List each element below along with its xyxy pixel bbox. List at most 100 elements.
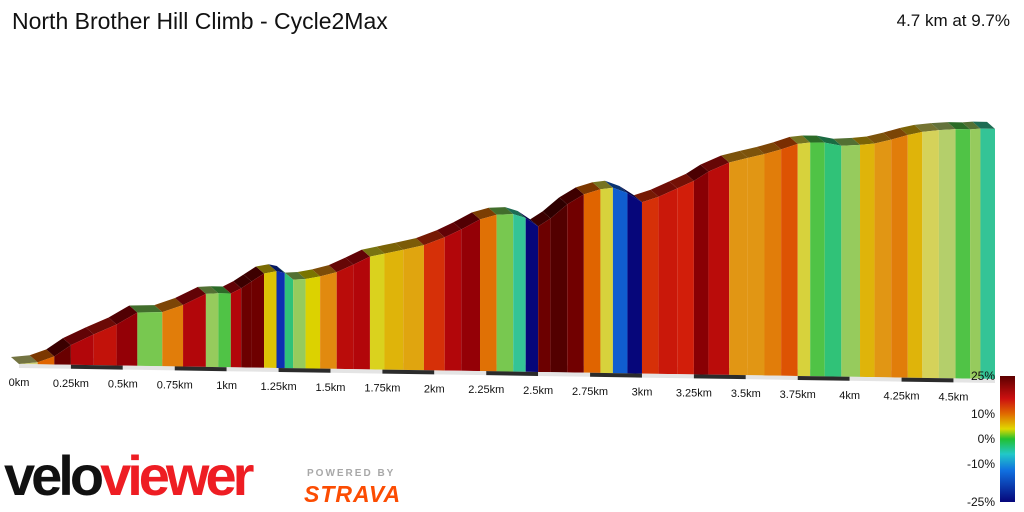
- ribbon-band: [953, 378, 995, 383]
- gradient-segment: [137, 312, 163, 367]
- top-segment: [154, 298, 184, 313]
- profile-top-surface: [11, 121, 995, 364]
- distance-ribbon: [19, 364, 995, 383]
- gradient-segment: [218, 293, 231, 368]
- gradient-segment: [496, 214, 514, 372]
- top-segment: [472, 207, 497, 220]
- top-segment: [517, 211, 539, 227]
- x-tick-label: 3km: [632, 387, 653, 399]
- top-segment: [700, 155, 730, 172]
- ribbon-band: [174, 366, 227, 372]
- x-tick-label: 0.75km: [157, 379, 193, 391]
- top-segment: [175, 286, 206, 306]
- profile-face: [19, 128, 995, 379]
- top-segment: [85, 317, 117, 335]
- top-segment: [962, 121, 981, 130]
- ribbon-band: [226, 367, 279, 372]
- top-segment: [11, 355, 38, 364]
- gradient-legend: 25% 10% 0% -10% -25%: [967, 369, 1015, 509]
- top-segment: [129, 305, 163, 313]
- gradient-segment: [583, 189, 601, 373]
- top-segment: [883, 127, 908, 140]
- gradient-segment: [907, 131, 923, 378]
- gradient-segment: [320, 272, 337, 369]
- gradient-segment: [824, 142, 842, 377]
- gradient-segment: [205, 293, 219, 368]
- gradient-legend-label: 25%: [971, 369, 995, 383]
- gradient-segment: [641, 196, 659, 374]
- top-segment: [233, 274, 252, 289]
- gradient-segment: [19, 362, 38, 365]
- gradient-segment: [693, 171, 709, 375]
- gradient-segment: [54, 345, 71, 365]
- gradient-segment: [403, 245, 424, 371]
- x-tick-label: 3.25km: [676, 387, 712, 399]
- ribbon-band: [849, 376, 902, 382]
- gradient-segment: [305, 276, 321, 369]
- gradient-segment: [874, 139, 892, 378]
- top-segment: [505, 207, 526, 219]
- ribbon-band: [538, 371, 591, 377]
- gradient-segment: [513, 214, 526, 372]
- top-segment: [243, 266, 265, 282]
- gradient-segment: [284, 272, 294, 369]
- top-segment: [592, 180, 613, 190]
- gradient-segment: [423, 237, 445, 371]
- gradient-segment: [241, 281, 252, 368]
- gradient-segment: [747, 154, 765, 376]
- gradient-segment: [781, 143, 798, 376]
- page-title: North Brother Hill Climb - Cycle2Max: [12, 8, 388, 34]
- gradient-segment: [612, 187, 628, 374]
- top-segment: [816, 135, 842, 146]
- gradient-segment: [797, 142, 811, 377]
- gradient-segment: [729, 157, 748, 376]
- gradient-legend-label: -25%: [967, 495, 995, 509]
- top-segment: [312, 265, 337, 277]
- gradient-segment: [600, 187, 613, 374]
- gradient-segment: [70, 334, 94, 366]
- x-tick-label: 2.75km: [572, 386, 608, 398]
- top-segment: [773, 136, 798, 150]
- top-segment: [542, 197, 568, 219]
- top-segment: [415, 230, 445, 246]
- gradient-segment: [891, 134, 908, 378]
- top-segment: [914, 123, 939, 132]
- gradient-segment: [162, 305, 184, 367]
- gradient-segment: [658, 188, 678, 375]
- gradient-segment: [353, 256, 370, 370]
- ribbon-band: [745, 375, 798, 380]
- x-tick-label: 3.75km: [780, 389, 816, 401]
- gradient-legend-bar: [1000, 376, 1015, 502]
- gradient-segment: [860, 143, 875, 378]
- top-segment: [530, 211, 551, 227]
- top-segment: [488, 207, 514, 215]
- top-segment: [559, 187, 584, 205]
- top-segment: [756, 142, 782, 155]
- x-axis-labels: 0km 0.25km 0.5km 0.75km 1km 1.25km 1.5km 1.75km…: [9, 377, 969, 403]
- gradient-legend-label: 0%: [978, 432, 996, 446]
- gradient-segment: [550, 204, 568, 373]
- top-segment: [789, 135, 811, 144]
- top-segment: [972, 121, 995, 129]
- x-tick-label: 3.5km: [731, 388, 761, 400]
- top-segment: [619, 185, 642, 203]
- top-segment: [210, 286, 231, 294]
- x-tick-label: 4.5km: [938, 391, 968, 403]
- gradient-segment: [336, 264, 354, 370]
- top-segment: [285, 272, 306, 280]
- gradient-segment: [444, 229, 462, 371]
- top-segment: [852, 136, 875, 145]
- gradient-segment: [627, 192, 642, 374]
- top-segment: [361, 246, 385, 257]
- gradient-segment: [810, 142, 825, 377]
- gradient-legend-label: 10%: [971, 407, 995, 421]
- top-segment: [222, 281, 242, 294]
- top-segment: [276, 265, 294, 280]
- gradient-segment: [251, 273, 265, 368]
- top-segment: [866, 132, 892, 144]
- gradient-segment: [384, 249, 404, 370]
- logo-viewer: viewer: [100, 444, 254, 507]
- ribbon-band: [797, 375, 850, 381]
- x-tick-label: 0.5km: [108, 379, 138, 391]
